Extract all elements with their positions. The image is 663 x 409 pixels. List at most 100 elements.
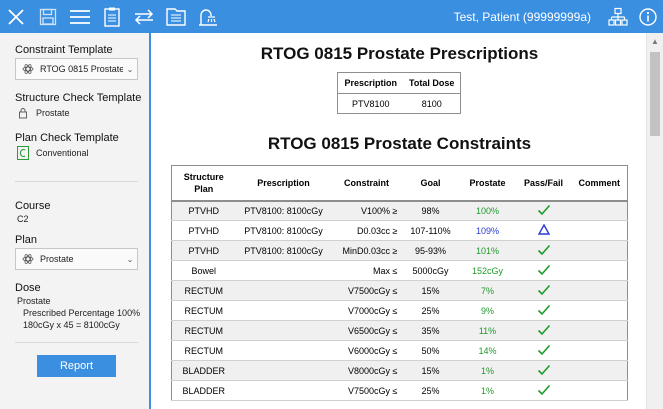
vertical-scrollbar[interactable]: ▲	[646, 33, 663, 409]
goal-cell: 50%	[401, 340, 460, 361]
prostate-value-cell: 14%	[459, 340, 516, 361]
prostate-value-cell: 109%	[459, 220, 516, 241]
column-header: Pass/Fail	[515, 165, 572, 202]
structure-cell: RECTUM	[171, 300, 236, 321]
table-row: RECTUM V7500cGy ≤15% 7%	[171, 280, 628, 301]
structure-cell: BLADDER	[171, 380, 236, 401]
constraint-template-dropdown[interactable]: RTOG 0815 Prostate ⌄	[15, 58, 138, 80]
comment-cell	[571, 300, 628, 321]
shower-icon[interactable]	[192, 0, 224, 33]
prescriptions-table: Prescription Total Dose PTV8100 8100	[337, 72, 461, 114]
comment-cell	[571, 360, 628, 381]
plan-value: Prostate	[40, 254, 74, 264]
course-label: Course	[15, 200, 51, 212]
table-row: RECTUM V6500cGy ≤35% 11%	[171, 320, 628, 341]
column-header-structure-plan: Structure Plan	[171, 165, 236, 202]
checkmark-icon	[515, 340, 572, 361]
prescription-cell	[235, 340, 332, 361]
prostate-value-cell: 101%	[459, 240, 516, 261]
structure-cell: PTVHD	[171, 220, 236, 241]
checkmark-icon	[515, 200, 572, 221]
plan-header: Plan	[194, 183, 214, 194]
dose-prescribed-percentage: Prescribed Percentage 100%	[23, 308, 141, 318]
goal-cell: 35%	[401, 320, 460, 341]
comment-cell	[571, 320, 628, 341]
close-icon[interactable]	[0, 0, 32, 33]
column-header: Prescription	[337, 72, 404, 94]
checkmark-icon	[515, 300, 572, 321]
info-icon[interactable]	[633, 0, 663, 33]
comment-cell	[571, 260, 628, 281]
checkmark-icon	[515, 260, 572, 281]
plan-dropdown[interactable]: Prostate ⌄	[15, 248, 138, 270]
structure-header: Structure	[183, 171, 224, 182]
structure-cell: RECTUM	[171, 340, 236, 361]
table-row: PTVHD PTV8100: 8100cGy MinD0.03cc ≥95-93% 1…	[171, 240, 628, 261]
checkmark-icon	[515, 320, 572, 341]
sidebar: Constraint Template RTOG 0815 Prostate ⌄…	[0, 33, 151, 409]
column-header: Comment	[571, 165, 628, 202]
prescriptions-title: RTOG 0815 Prostate Prescriptions	[260, 44, 539, 63]
prostate-value-cell: 7%	[459, 280, 516, 301]
checkmark-icon	[515, 280, 572, 301]
total-dose-cell: 8100	[421, 98, 442, 109]
constraint-template-value: RTOG 0815 Prostate	[40, 64, 123, 74]
constraint-cell: V7500cGy ≤	[331, 380, 402, 401]
structure-cell: PTVHD	[171, 240, 236, 261]
column-header: Constraint	[331, 165, 402, 202]
structure-cell: Bowel	[171, 260, 236, 281]
prescription-cell	[235, 380, 332, 401]
constraints-title: RTOG 0815 Prostate Constraints	[267, 134, 532, 153]
toolbar: Test, Patient (99999999a)	[0, 0, 663, 33]
constraint-cell: V6500cGy ≤	[331, 320, 402, 341]
scroll-up-arrow-icon[interactable]: ▲	[651, 37, 659, 46]
goal-cell: 107-110%	[401, 220, 460, 241]
structure-check-item[interactable]: Prostate	[17, 107, 70, 119]
dose-fractionation: 180cGy x 45 = 8100cGy	[23, 320, 120, 330]
comment-cell	[571, 220, 628, 241]
sidebar-divider	[15, 342, 138, 343]
atom-icon	[22, 253, 34, 265]
save-icon[interactable]	[32, 0, 64, 33]
prescription-cell: PTV8100: 8100cGy	[235, 200, 332, 221]
plan-label: Plan	[15, 234, 38, 246]
menu-icon[interactable]	[64, 0, 96, 33]
constraints-table: Structure Plan Prescription Constraint Go…	[171, 165, 628, 401]
comment-cell	[571, 240, 628, 261]
goal-cell: 25%	[401, 380, 460, 401]
atom-icon	[22, 63, 34, 75]
column-header: Goal	[401, 165, 460, 202]
prostate-value-cell: 152cGy	[459, 260, 516, 281]
constraint-cell: V7000cGy ≤	[331, 300, 402, 321]
checkmark-icon	[515, 360, 572, 381]
table-row: PTV8100 8100	[338, 94, 461, 114]
lock-icon	[17, 107, 29, 119]
chevron-down-icon: ⌄	[126, 254, 134, 264]
goal-cell: 15%	[401, 280, 460, 301]
checkmark-icon	[515, 240, 572, 261]
table-row: BLADDER V7500cGy ≤25% 1%	[171, 380, 628, 401]
plan-check-icon	[17, 146, 29, 160]
constraint-cell: MinD0.03cc ≥	[331, 240, 402, 261]
course-value: C2	[17, 214, 29, 224]
prescription-cell: PTV8100	[351, 98, 390, 109]
swap-arrows-icon[interactable]	[128, 0, 160, 33]
constraint-cell: V100% ≥	[331, 200, 402, 221]
hierarchy-icon[interactable]	[603, 0, 633, 33]
plan-check-label: Plan Check Template	[15, 132, 119, 144]
column-header: Prescription	[235, 165, 332, 202]
scrollbar-thumb[interactable]	[650, 52, 660, 136]
plan-check-item[interactable]: Conventional	[17, 146, 89, 160]
prescription-cell	[235, 300, 332, 321]
document-list-icon[interactable]	[160, 0, 192, 33]
patient-name: Test, Patient (99999999a)	[453, 9, 591, 24]
constraint-cell: V7500cGy ≤	[331, 280, 402, 301]
constraint-template-label: Constraint Template	[15, 44, 113, 56]
clipboard-icon[interactable]	[96, 0, 128, 33]
prostate-value-cell: 1%	[459, 360, 516, 381]
comment-cell	[571, 280, 628, 301]
report-button[interactable]: Report	[37, 355, 116, 377]
prescription-cell	[235, 360, 332, 381]
prescription-cell	[235, 320, 332, 341]
structure-cell: RECTUM	[171, 320, 236, 341]
